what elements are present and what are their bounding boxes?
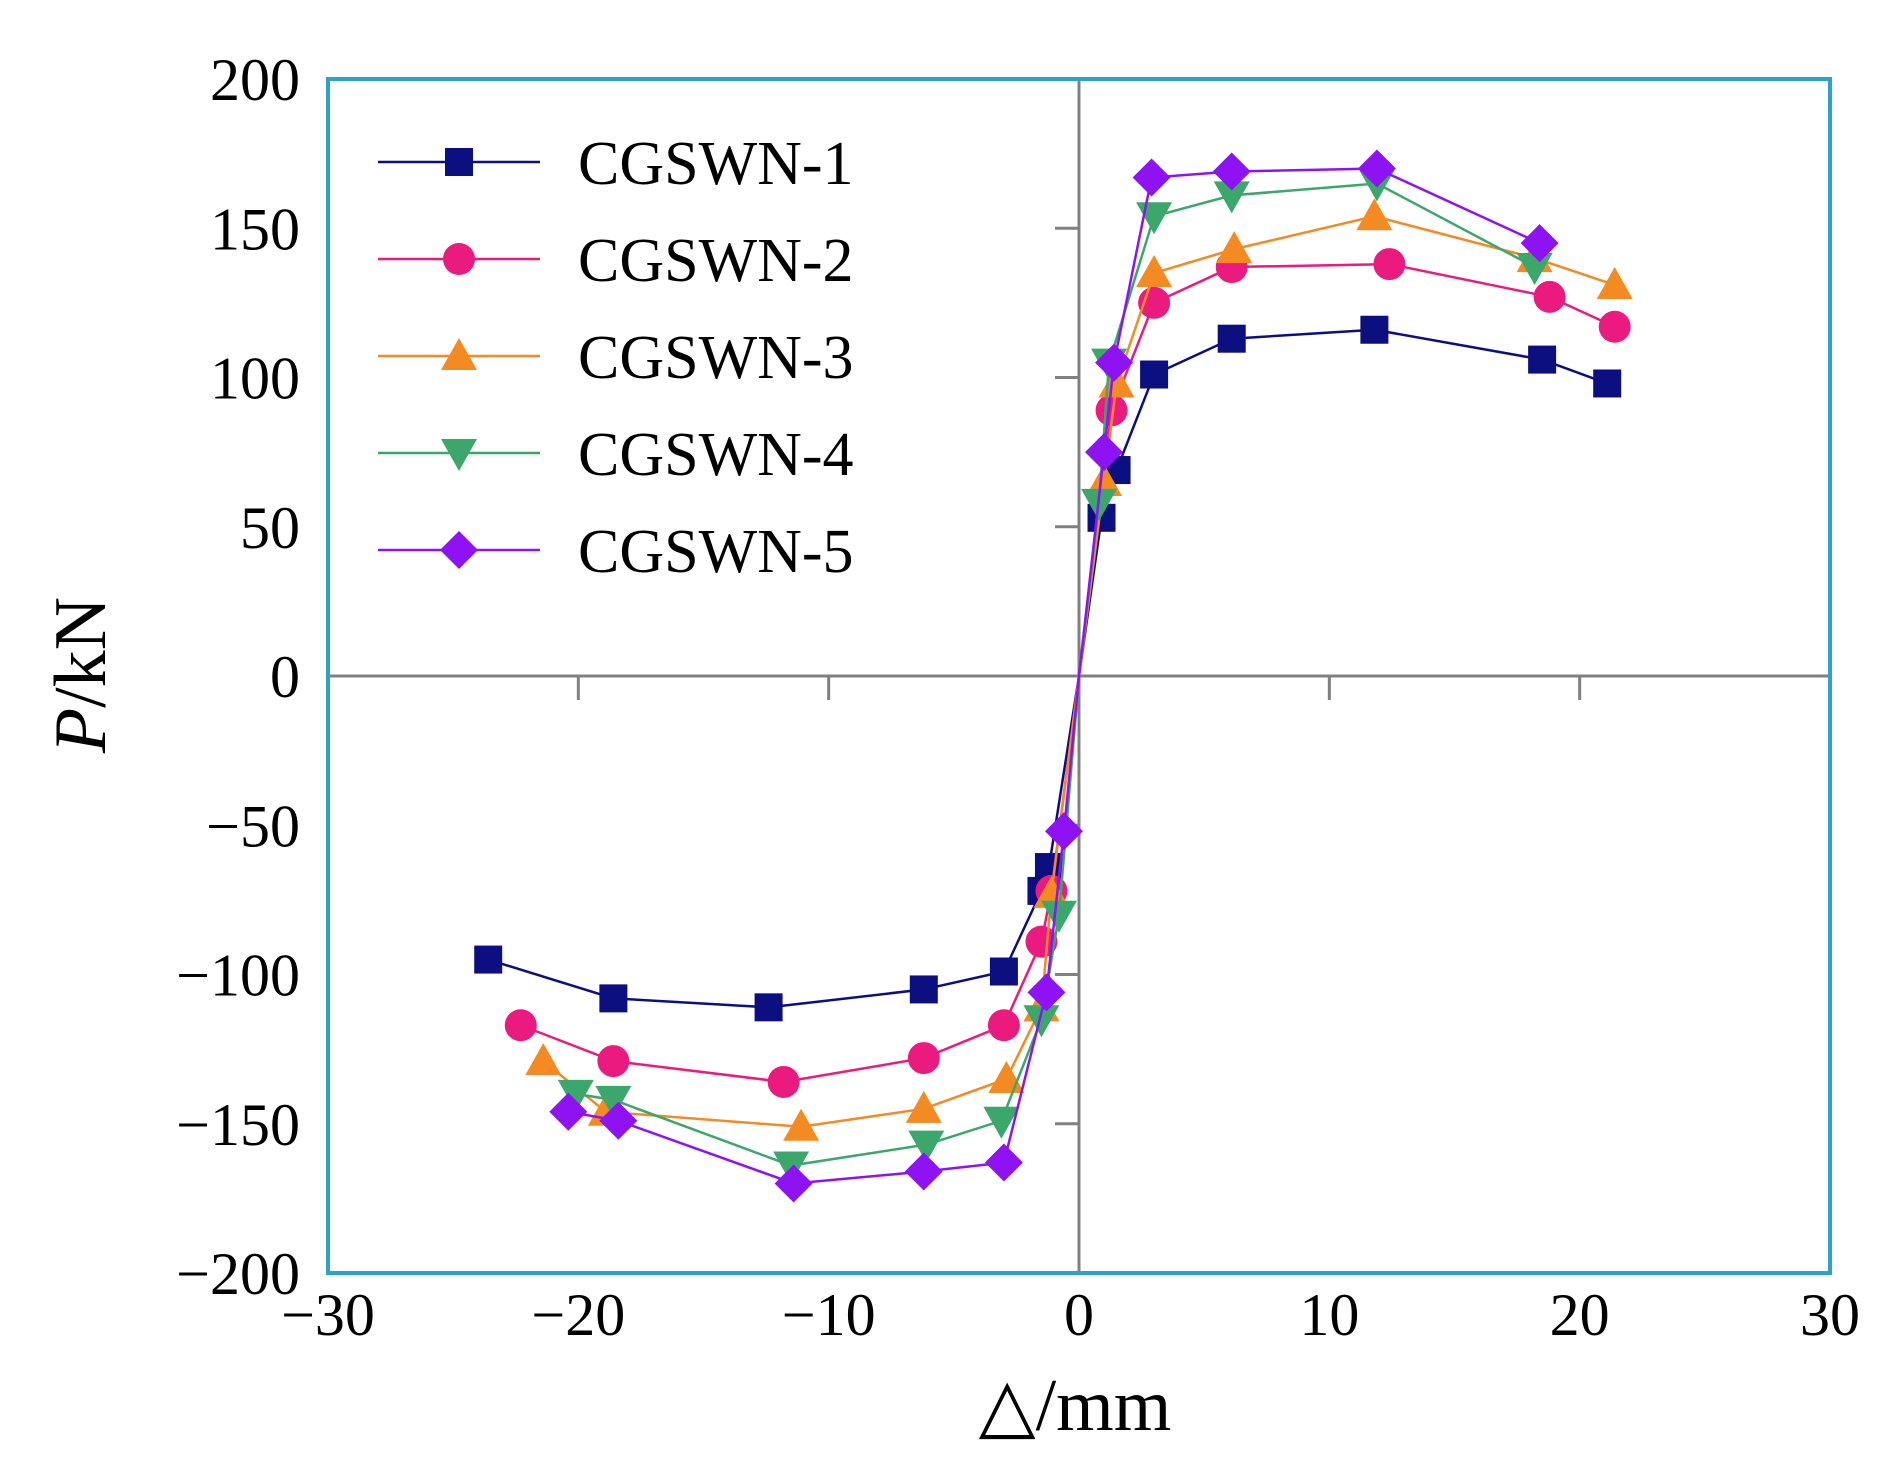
x-tick-label: 0 <box>1064 1282 1094 1348</box>
x-axis-title: △/mm <box>979 1365 1172 1447</box>
data-point <box>1520 224 1559 263</box>
y-tick-label: −100 <box>176 943 300 1009</box>
data-point <box>595 1085 632 1118</box>
data-point <box>783 1108 820 1141</box>
legend-marker <box>441 439 477 471</box>
data-point <box>983 1106 1020 1139</box>
y-axis-title-unit: /kN <box>40 597 122 708</box>
data-point <box>1533 280 1566 313</box>
data-point <box>1044 812 1083 851</box>
data-point <box>549 1092 588 1131</box>
legend-item: CGSWN-2 <box>378 227 854 295</box>
data-point <box>599 1101 638 1140</box>
y-tick-label: 0 <box>270 644 300 710</box>
x-tick-label: −10 <box>782 1282 876 1348</box>
y-tick-label: −50 <box>206 793 300 859</box>
data-point <box>1132 158 1171 197</box>
legend-marker <box>441 338 477 370</box>
data-point <box>1356 198 1393 231</box>
data-point <box>1598 310 1631 343</box>
y-tick-label: 150 <box>210 196 300 262</box>
data-point <box>1596 266 1633 299</box>
data-point <box>1212 152 1251 191</box>
series-1 <box>474 315 1622 1022</box>
data-point <box>774 1164 813 1203</box>
data-point <box>1357 149 1396 188</box>
data-point <box>1136 255 1173 288</box>
data-point <box>1528 345 1557 374</box>
data-point <box>1216 231 1253 264</box>
data-point <box>754 993 783 1022</box>
data-point <box>1086 463 1123 496</box>
y-tick-label: 200 <box>210 47 300 113</box>
data-point <box>987 1009 1020 1042</box>
data-point <box>989 957 1018 986</box>
data-point <box>599 984 628 1013</box>
series-5 <box>549 149 1559 1203</box>
legend-label: CGSWN-5 <box>578 518 854 586</box>
legend-marker <box>440 531 478 569</box>
legend-label: CGSWN-1 <box>578 130 854 198</box>
data-point <box>1593 369 1622 398</box>
data-point <box>1027 973 1066 1012</box>
data-point <box>1095 343 1134 382</box>
legend-label: CGSWN-2 <box>578 227 854 295</box>
data-point <box>767 1065 800 1098</box>
y-tick-label: −150 <box>176 1092 300 1158</box>
y-tick-label: −200 <box>176 1241 300 1307</box>
legend-item: CGSWN-3 <box>378 324 854 392</box>
legend-item: CGSWN-5 <box>378 518 854 586</box>
data-point <box>525 1043 562 1076</box>
data-point <box>504 1009 537 1042</box>
plot-frame <box>326 77 1832 1275</box>
legend-label: CGSWN-4 <box>578 421 854 489</box>
data-point <box>909 975 938 1004</box>
x-tick-label: −20 <box>531 1282 625 1348</box>
data-point <box>557 1079 594 1112</box>
y-axis-title-symbol: P <box>40 708 122 754</box>
legend-item: CGSWN-4 <box>378 421 854 489</box>
y-tick-label: 100 <box>210 346 300 412</box>
x-tick-label: 20 <box>1550 1282 1610 1348</box>
data-point <box>1085 433 1124 472</box>
data-point <box>907 1042 940 1075</box>
data-point <box>1373 248 1406 281</box>
data-point <box>1023 1005 1060 1038</box>
legend: CGSWN-1 CGSWN-2 CGSWN-3 CGSWN-4 CGSWN-5 <box>378 130 854 586</box>
data-point <box>908 1130 945 1163</box>
data-point <box>904 1152 943 1191</box>
y-tick-label: 50 <box>240 495 300 561</box>
legend-marker <box>443 243 475 275</box>
data-point <box>597 1045 630 1078</box>
data-point <box>1140 360 1169 389</box>
data-point <box>984 1143 1023 1182</box>
y-axis-title: P/kN <box>40 597 122 754</box>
data-point <box>1516 253 1553 286</box>
x-tick-label: 10 <box>1299 1282 1359 1348</box>
data-point <box>1025 925 1058 958</box>
legend-label: CGSWN-3 <box>578 324 854 392</box>
data-point <box>1213 181 1250 214</box>
data-point <box>1217 324 1246 353</box>
data-point <box>474 945 503 974</box>
axes-layer: −30 −20 −10 0 10 20 30−200−150−100−50050100150… <box>176 47 1860 1348</box>
series-layer <box>474 149 1633 1203</box>
series-line <box>575 182 1536 1167</box>
legend-marker <box>445 148 473 176</box>
x-tick-label: 30 <box>1800 1282 1860 1348</box>
x-tick-label: −30 <box>281 1282 375 1348</box>
data-point <box>905 1090 942 1123</box>
data-point <box>1360 315 1389 344</box>
data-point <box>1095 394 1128 427</box>
data-point <box>1040 900 1077 933</box>
legend-item: CGSWN-1 <box>378 130 854 198</box>
